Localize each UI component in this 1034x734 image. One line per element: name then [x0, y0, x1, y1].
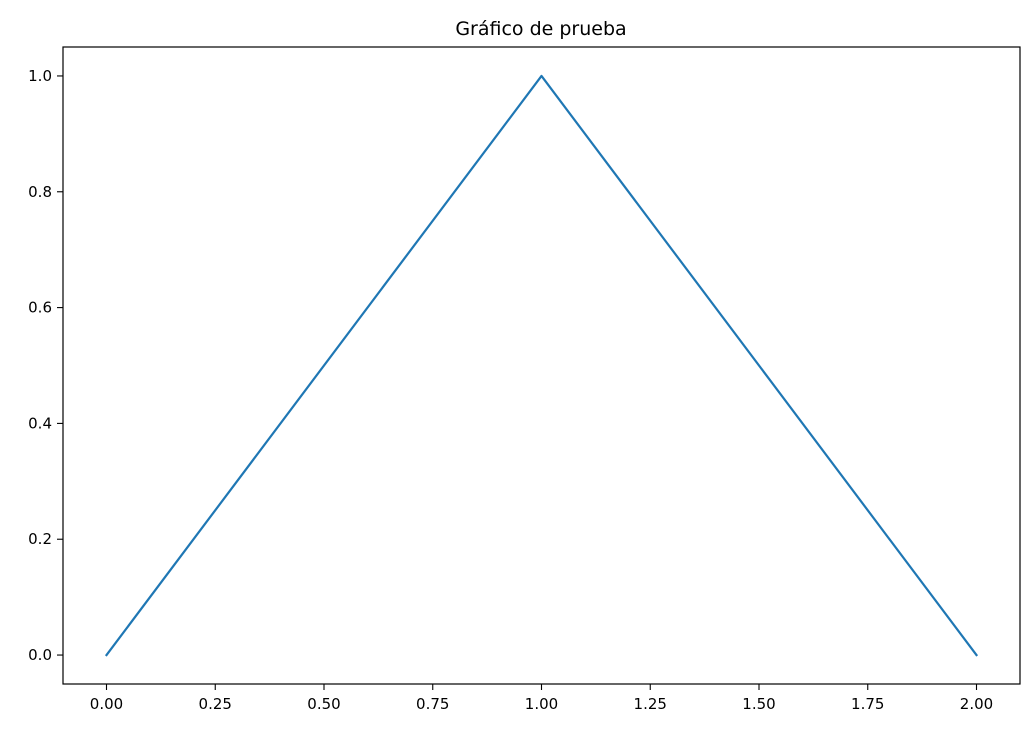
plot-area — [104, 74, 979, 657]
x-tick-label: 0.75 — [416, 695, 449, 713]
series-line-0 — [104, 74, 979, 657]
chart-title: Gráfico de prueba — [455, 18, 626, 40]
y-axis: 0.0 0.2 0.4 0.6 0.8 1.0 — [28, 67, 63, 664]
y-tick-label: 0.6 — [28, 299, 52, 317]
y-tick-label: 1.0 — [28, 67, 52, 85]
x-tick-label: 0.00 — [90, 695, 123, 713]
x-tick-label: 1.25 — [634, 695, 667, 713]
y-tick-label: 0.2 — [28, 530, 52, 548]
y-tick-label: 0.4 — [28, 414, 52, 432]
y-tick-label: 0.8 — [28, 183, 52, 201]
axes-frame — [62, 46, 1021, 685]
x-axis: 0.00 0.25 0.50 0.75 1.00 1.25 1.50 1.75 2.00 — [90, 684, 993, 713]
x-tick-label: 0.50 — [307, 695, 340, 713]
x-tick-label: 1.75 — [851, 695, 884, 713]
x-tick-label: 0.25 — [199, 695, 232, 713]
x-tick-label: 2.00 — [960, 695, 993, 713]
y-tick-label: 0.0 — [28, 646, 52, 664]
x-tick-label: 1.00 — [525, 695, 558, 713]
x-tick-label: 1.50 — [742, 695, 775, 713]
